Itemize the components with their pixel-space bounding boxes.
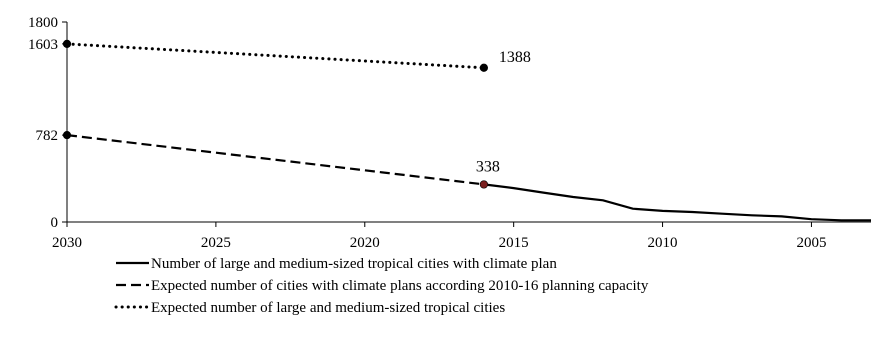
x-tick-label: 2005 — [796, 235, 826, 251]
chart-annotations: 1388 338 — [476, 49, 531, 176]
legend-label: Number of large and medium-sized tropica… — [151, 256, 557, 272]
series-line-dashed — [66, 134, 485, 186]
series-line-dotted — [65, 42, 486, 70]
data-point-marker — [479, 63, 488, 72]
x-tick-label: 2025 — [201, 235, 231, 251]
data-label: 1388 — [499, 49, 531, 66]
data-label: 338 — [476, 158, 500, 175]
y-tick-label: 782 — [36, 128, 59, 144]
y-tick-label: 1800 — [28, 15, 58, 31]
data-point-marker — [479, 180, 488, 189]
data-point-marker — [62, 39, 72, 48]
legend-label: Expected number of cities with climate p… — [151, 278, 649, 294]
chart-legend: Number of large and medium-sized tropica… — [114, 256, 649, 316]
data-point-marker — [62, 131, 72, 140]
y-tick-label: 1603 — [28, 37, 58, 53]
x-tick-label: 2015 — [499, 235, 529, 251]
x-tick-label: 2030 — [52, 235, 82, 251]
x-tick-label: 2020 — [350, 235, 380, 251]
chart-series — [65, 42, 871, 222]
chart-markers — [62, 39, 488, 189]
legend-label: Expected number of large and medium-size… — [151, 300, 505, 316]
y-tick-label: 0 — [51, 215, 59, 231]
x-tick-label: 2010 — [648, 235, 678, 251]
series-line-solid — [483, 183, 871, 222]
chart-axes: 0 782 1603 1800 2030 2025 2020 2015 2010 2005 — [28, 15, 871, 251]
